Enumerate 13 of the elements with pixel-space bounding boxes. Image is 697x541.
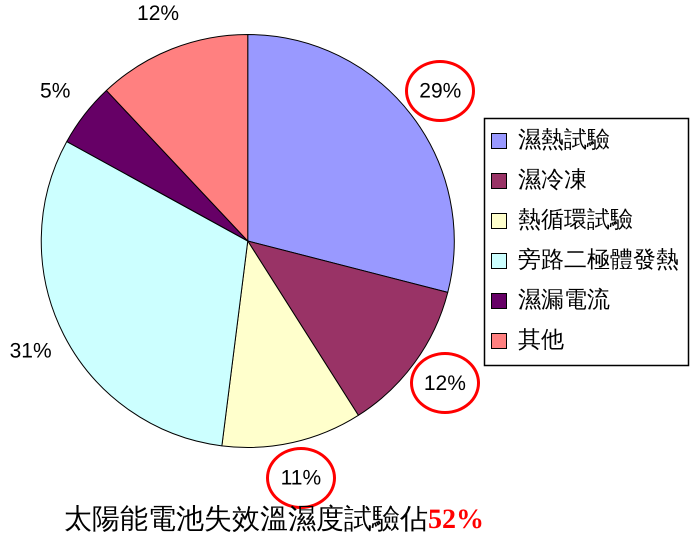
data-label: 12% [137, 2, 180, 26]
legend-label: 其他 [518, 326, 564, 353]
data-label: 5% [40, 79, 70, 102]
legend-label: 濕熱試驗 [518, 126, 610, 153]
text: 太陽能電池失效溫濕度試驗佔52% [63, 503, 485, 537]
data-label: 11% [280, 466, 322, 490]
legend-label: 濕漏電流 [518, 286, 610, 313]
data-label: 31% [10, 339, 52, 362]
legend-label: 濕冷凍 [518, 166, 587, 193]
legend-label: 旁路二極體發熱 [518, 246, 679, 273]
data-label: 29% [419, 79, 462, 102]
data-label: 12% [424, 372, 466, 396]
legend-label: 熱循環試驗 [518, 206, 633, 233]
